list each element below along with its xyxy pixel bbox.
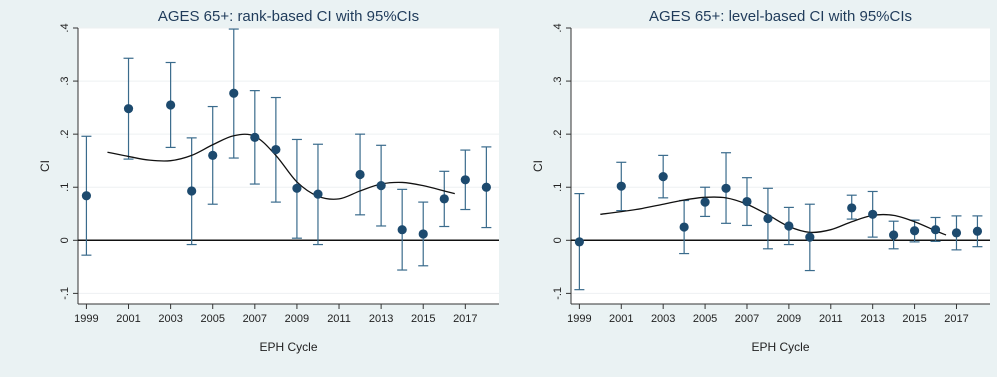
data-point [187, 186, 197, 196]
plot-area [78, 28, 499, 304]
x-tick-label: 2013 [860, 313, 884, 325]
x-tick-label: 2001 [116, 313, 140, 325]
y-tick-label: .4 [59, 23, 71, 32]
chart-title: AGES 65+: rank-based CI with 95%CIs [158, 8, 419, 25]
x-tick-label: 2007 [735, 313, 759, 325]
x-tick-label: 2003 [651, 313, 675, 325]
x-axis-label: EPH Cycle [259, 340, 317, 354]
data-point [679, 222, 689, 232]
data-point [763, 213, 773, 224]
y-axis-label: CI [531, 160, 545, 172]
plot-area [571, 28, 990, 304]
data-point [721, 183, 731, 193]
data-point [313, 189, 323, 199]
data-point [250, 132, 260, 142]
data-point [616, 181, 626, 191]
x-tick-label: 2011 [327, 313, 351, 325]
data-point [742, 196, 752, 207]
data-point [951, 228, 962, 238]
x-tick-label: 2015 [902, 313, 926, 325]
data-point [292, 183, 302, 193]
x-tick-label: 2009 [777, 313, 801, 325]
smoothed-fit-line [600, 196, 947, 236]
data-point [847, 203, 857, 213]
data-point [784, 221, 794, 231]
x-tick-label: 2001 [609, 313, 633, 325]
data-point [271, 144, 281, 155]
y-tick-label: -.1 [59, 287, 71, 300]
data-point [418, 229, 428, 239]
y-tick-label: .3 [59, 76, 71, 85]
y-tick-label: -.1 [552, 287, 564, 300]
y-tick-label: .3 [552, 76, 564, 85]
data-point [397, 225, 407, 235]
y-tick-label: .4 [552, 23, 564, 32]
x-tick-label: 2009 [285, 313, 309, 325]
x-tick-label: 2005 [693, 313, 717, 325]
x-tick-label: 1999 [74, 313, 98, 325]
data-point [805, 232, 815, 242]
chart-title: AGES 65+: level-based CI with 95%CIs [649, 8, 912, 25]
data-point [229, 88, 239, 98]
data-point [658, 172, 668, 182]
smoothed-fit-line [107, 133, 455, 200]
x-axis-label: EPH Cycle [751, 340, 809, 354]
data-point [889, 230, 899, 240]
y-axis-label: CI [38, 160, 52, 172]
data-point [460, 175, 470, 185]
chart-rank-based: AGES 65+: rank-based CI with 95%CIs -.1 0.… [38, 8, 499, 354]
x-tick-label: 2015 [411, 313, 435, 325]
y-tick-label: .1 [552, 183, 564, 192]
x-tick-label: 1999 [567, 313, 591, 325]
data-point [574, 237, 584, 247]
data-point [376, 181, 386, 191]
data-point [481, 182, 491, 192]
x-tick-label: 2011 [819, 313, 843, 325]
data-point [909, 226, 920, 236]
data-point [355, 169, 365, 180]
data-point [700, 197, 710, 207]
x-tick-label: 2005 [200, 313, 224, 325]
data-point [930, 225, 941, 235]
x-tick-label: 2017 [453, 313, 477, 325]
y-tick-label: 0 [552, 237, 564, 243]
data-point [166, 100, 176, 110]
data-point [439, 194, 449, 204]
data-point [81, 191, 92, 201]
x-tick-label: 2013 [369, 313, 393, 325]
chart-level-based: AGES 65+: level-based CI with 95%CIs -.1 0… [531, 8, 990, 354]
data-point [868, 209, 878, 219]
y-tick-label: .2 [552, 130, 564, 139]
y-tick-label: .1 [59, 183, 71, 192]
y-tick-label: .2 [59, 130, 71, 139]
x-tick-label: 2017 [944, 313, 968, 325]
data-point [123, 104, 134, 114]
x-tick-label: 2003 [158, 313, 182, 325]
data-point [208, 150, 218, 160]
data-point [972, 226, 983, 236]
y-tick-label: 0 [59, 237, 71, 243]
x-tick-label: 2007 [243, 313, 267, 325]
